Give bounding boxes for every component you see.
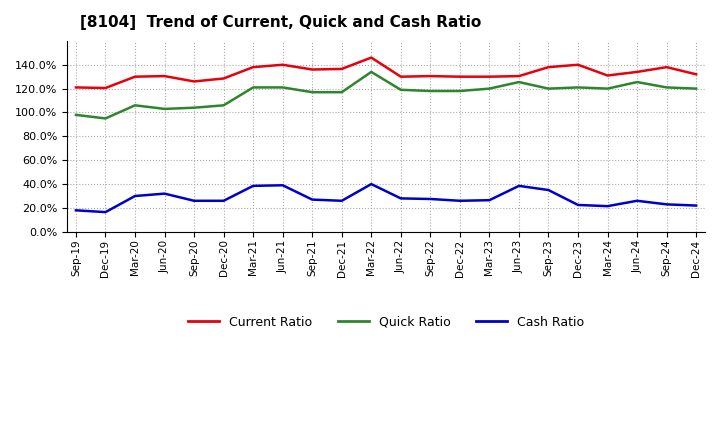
Cash Ratio [161,191,169,196]
Current Ratio [544,65,553,70]
Quick Ratio [397,87,405,92]
Quick Ratio [662,85,671,90]
Cash Ratio [544,187,553,193]
Line: Current Ratio: Current Ratio [76,58,696,88]
Quick Ratio [220,103,228,108]
Cash Ratio [131,193,140,198]
Current Ratio [338,66,346,72]
Cash Ratio [397,196,405,201]
Cash Ratio [190,198,199,203]
Cash Ratio [426,196,435,202]
Current Ratio [515,73,523,79]
Cash Ratio [662,202,671,207]
Current Ratio [308,67,317,72]
Current Ratio [603,73,612,78]
Current Ratio [456,74,464,79]
Text: [8104]  Trend of Current, Quick and Cash Ratio: [8104] Trend of Current, Quick and Cash … [80,15,481,30]
Quick Ratio [308,90,317,95]
Quick Ratio [603,86,612,91]
Cash Ratio [692,203,701,208]
Cash Ratio [220,198,228,203]
Current Ratio [161,73,169,79]
Quick Ratio [633,79,642,84]
Current Ratio [279,62,287,67]
Line: Quick Ratio: Quick Ratio [76,72,696,118]
Current Ratio [633,69,642,74]
Quick Ratio [249,85,258,90]
Quick Ratio [367,69,376,74]
Current Ratio [131,74,140,79]
Current Ratio [249,65,258,70]
Cash Ratio [279,183,287,188]
Cash Ratio [338,198,346,203]
Cash Ratio [485,198,494,203]
Line: Cash Ratio: Cash Ratio [76,184,696,212]
Quick Ratio [102,116,110,121]
Cash Ratio [102,209,110,215]
Cash Ratio [515,183,523,188]
Quick Ratio [279,85,287,90]
Current Ratio [367,55,376,60]
Quick Ratio [338,90,346,95]
Cash Ratio [367,181,376,187]
Current Ratio [190,79,199,84]
Quick Ratio [515,79,523,84]
Cash Ratio [456,198,464,203]
Cash Ratio [308,197,317,202]
Quick Ratio [692,86,701,91]
Cash Ratio [574,202,582,208]
Current Ratio [220,76,228,81]
Quick Ratio [426,88,435,94]
Current Ratio [426,73,435,79]
Quick Ratio [485,86,494,91]
Cash Ratio [71,208,80,213]
Quick Ratio [131,103,140,108]
Current Ratio [397,74,405,79]
Legend: Current Ratio, Quick Ratio, Cash Ratio: Current Ratio, Quick Ratio, Cash Ratio [183,311,589,334]
Quick Ratio [71,112,80,117]
Current Ratio [485,74,494,79]
Quick Ratio [456,88,464,94]
Cash Ratio [633,198,642,203]
Quick Ratio [161,106,169,112]
Current Ratio [692,72,701,77]
Quick Ratio [544,86,553,91]
Cash Ratio [249,183,258,188]
Current Ratio [71,85,80,90]
Current Ratio [102,85,110,91]
Current Ratio [662,65,671,70]
Quick Ratio [190,105,199,110]
Cash Ratio [603,204,612,209]
Quick Ratio [574,85,582,90]
Current Ratio [574,62,582,67]
